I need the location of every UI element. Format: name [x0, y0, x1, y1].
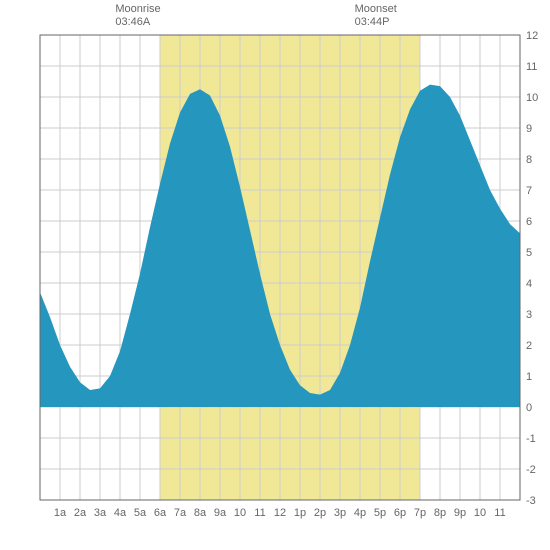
moonset-time: 03:44P [355, 16, 397, 29]
x-tick-label: 3a [94, 507, 107, 519]
moonrise-title: Moonrise [115, 3, 160, 16]
y-tick-label: 2 [526, 340, 532, 352]
x-tick-label: 5p [374, 507, 386, 519]
x-tick-label: 10 [234, 507, 246, 519]
x-tick-label: 6a [154, 507, 167, 519]
x-tick-label: 4p [354, 507, 366, 519]
x-tick-label: 4a [114, 507, 127, 519]
x-tick-label: 5a [134, 507, 147, 519]
moonrise-label: Moonrise 03:46A [115, 3, 160, 29]
x-tick-label: 8a [194, 507, 207, 519]
y-tick-label: 5 [526, 247, 532, 259]
tide-chart: Moonrise 03:46A Moonset 03:44P -3-2-1012… [0, 0, 550, 550]
x-tick-label: 8p [434, 507, 446, 519]
moonrise-time: 03:46A [115, 16, 160, 29]
x-tick-label: 1p [294, 507, 306, 519]
y-tick-label: 6 [526, 216, 532, 228]
y-tick-label: 1 [526, 371, 532, 383]
x-tick-label: 2a [74, 507, 87, 519]
x-tick-label: 9p [454, 507, 466, 519]
moonset-title: Moonset [355, 3, 397, 16]
y-tick-label: 7 [526, 185, 532, 197]
x-tick-label: 12 [274, 507, 286, 519]
x-tick-label: 9a [214, 507, 227, 519]
x-tick-label: 11 [494, 507, 505, 519]
y-tick-label: 0 [526, 402, 532, 414]
y-tick-label: 10 [526, 92, 538, 104]
y-tick-label: 4 [526, 278, 532, 290]
y-tick-label: -2 [526, 464, 536, 476]
x-tick-label: 2p [314, 507, 326, 519]
y-tick-label: -3 [526, 495, 536, 507]
y-tick-label: 11 [526, 61, 537, 73]
x-tick-label: 6p [394, 507, 406, 519]
x-tick-label: 11 [254, 507, 265, 519]
x-tick-label: 7p [414, 507, 426, 519]
moonset-label: Moonset 03:44P [355, 3, 397, 29]
y-tick-label: 12 [526, 30, 538, 42]
x-tick-label: 1a [54, 507, 67, 519]
y-tick-label: 8 [526, 154, 532, 166]
y-tick-label: 3 [526, 309, 532, 321]
chart-svg: -3-2-101234567891011121a2a3a4a5a6a7a8a9a… [0, 0, 550, 550]
x-tick-label: 7a [174, 507, 187, 519]
x-tick-label: 10 [474, 507, 486, 519]
x-tick-label: 3p [334, 507, 346, 519]
y-tick-label: -1 [526, 433, 536, 445]
y-tick-label: 9 [526, 123, 532, 135]
